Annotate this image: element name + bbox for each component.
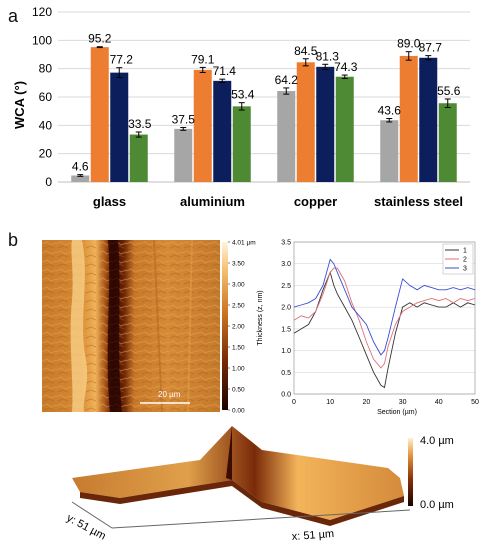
data-label: 81.3 [316,49,340,63]
y-tick-label: 0.0 [281,392,291,399]
data-label: 64.2 [275,73,299,87]
z-min-label: 0.0 µm [420,499,454,511]
bar [110,72,129,182]
data-label: 89.0 [397,37,421,51]
colorbar-tick-label: 4.01 µm [232,240,256,247]
colorbar-tick-label: 2.50 [232,303,245,310]
y-tick-label: 80 [39,62,53,76]
y-tick-label: 60 [39,90,53,104]
data-label: 37.5 [172,112,196,126]
series-line-3 [293,258,476,356]
y-axis-label: WCA (°) [12,81,27,129]
bar [296,62,315,182]
bar [335,76,354,182]
y-tick-label: 0 [45,175,52,189]
line-y-axis-label: Thickness (z, nm) [257,290,264,345]
y-tick-label: 100 [32,33,52,47]
x-tick-label: 0 [292,399,296,406]
y-tick-label: 3.0 [281,261,291,268]
colorbar-tick-label: 3.00 [232,282,245,289]
data-label: 53.4 [231,88,255,102]
y-tick-label: 20 [39,147,53,161]
y-tick-label: 40 [39,118,53,132]
afm-height-image: 20 µm [42,240,220,412]
bar [399,55,418,182]
x-tick-label: 10 [326,399,334,406]
bar [174,128,193,182]
scale-bar-label: 20 µm [158,390,181,399]
bar [232,106,251,182]
bar [277,91,296,182]
colorbar-tick-label: 1.50 [232,345,245,352]
data-label: 74.3 [334,60,358,74]
data-label: 84.5 [294,44,318,58]
data-label: 95.2 [88,32,112,46]
colorbar-tick-label: 2.00 [232,324,245,331]
x-tick-label: 40 [435,399,443,406]
x-tick-label: 50 [471,399,479,406]
thickness-line-chart: 0.00.51.01.52.02.53.03.50 10 20 30 40 50 123 … [257,240,479,417]
category-label: aluminium [180,194,245,209]
data-label: 55.6 [437,84,461,98]
data-label: 4.6 [72,160,89,174]
bar [90,47,109,183]
series-line-2 [293,267,476,369]
data-label: 87.7 [419,41,443,55]
wca-bar-chart: 0 20 40 60 80 100 120 glass aluminium copper stain… [12,5,470,209]
y-tick-label: 3.5 [281,240,291,247]
plot-frame [293,241,476,395]
category-label: glass [93,194,126,209]
legend-label: 3 [463,266,467,273]
bar [438,103,457,182]
bar [380,120,399,182]
category-label: copper [294,194,337,209]
z-max-label: 4.0 µm [420,435,454,447]
y-tick-label: 2.5 [281,283,291,290]
y-tick-label: 120 [32,5,52,19]
y-tick-label: 0.5 [281,370,291,377]
bar [71,175,90,182]
data-label: 71.4 [213,64,237,78]
data-label: 77.2 [110,53,134,67]
data-label: 33.5 [128,117,152,131]
data-label: 79.1 [191,52,215,66]
x-dimension-label: x: 51 µm [291,528,334,543]
y-tick-label: 1.0 [281,348,291,355]
category-label: stainless steel [374,194,463,209]
surface-3d-plot: 4.0 µm 0.0 µm y: 51 µm x: 51 µm [65,426,454,543]
bar [193,69,212,182]
colorbar-tick-label: 3.50 [232,261,245,268]
legend-label: 2 [463,257,467,264]
x-tick-label: 30 [399,399,407,406]
bar [419,57,438,183]
line-x-axis-label: Section (µm) [377,409,417,416]
y-tick-label: 2.0 [281,305,291,312]
x-tick-label: 20 [363,399,371,406]
bar [316,66,335,182]
bar [129,134,148,182]
colorbar-tick-label: 0.00 [232,408,245,415]
bar [213,80,232,182]
colorbar-tick-label: 1.00 [232,366,245,373]
panel-b-label: b [8,230,19,250]
panel-a-label: a [8,6,19,26]
y-dimension-label: y: 51 µm [65,512,108,543]
legend-label: 1 [463,248,467,255]
afm-colorbar: 4.01 µm 3.50 3.00 2.50 2.00 1.50 1.00 0.50 0.00 [222,240,256,415]
y-tick-label: 1.5 [281,326,291,333]
series-line-1 [293,271,476,389]
colorbar-tick-label: 0.50 [232,387,245,394]
data-label: 43.6 [378,104,402,118]
